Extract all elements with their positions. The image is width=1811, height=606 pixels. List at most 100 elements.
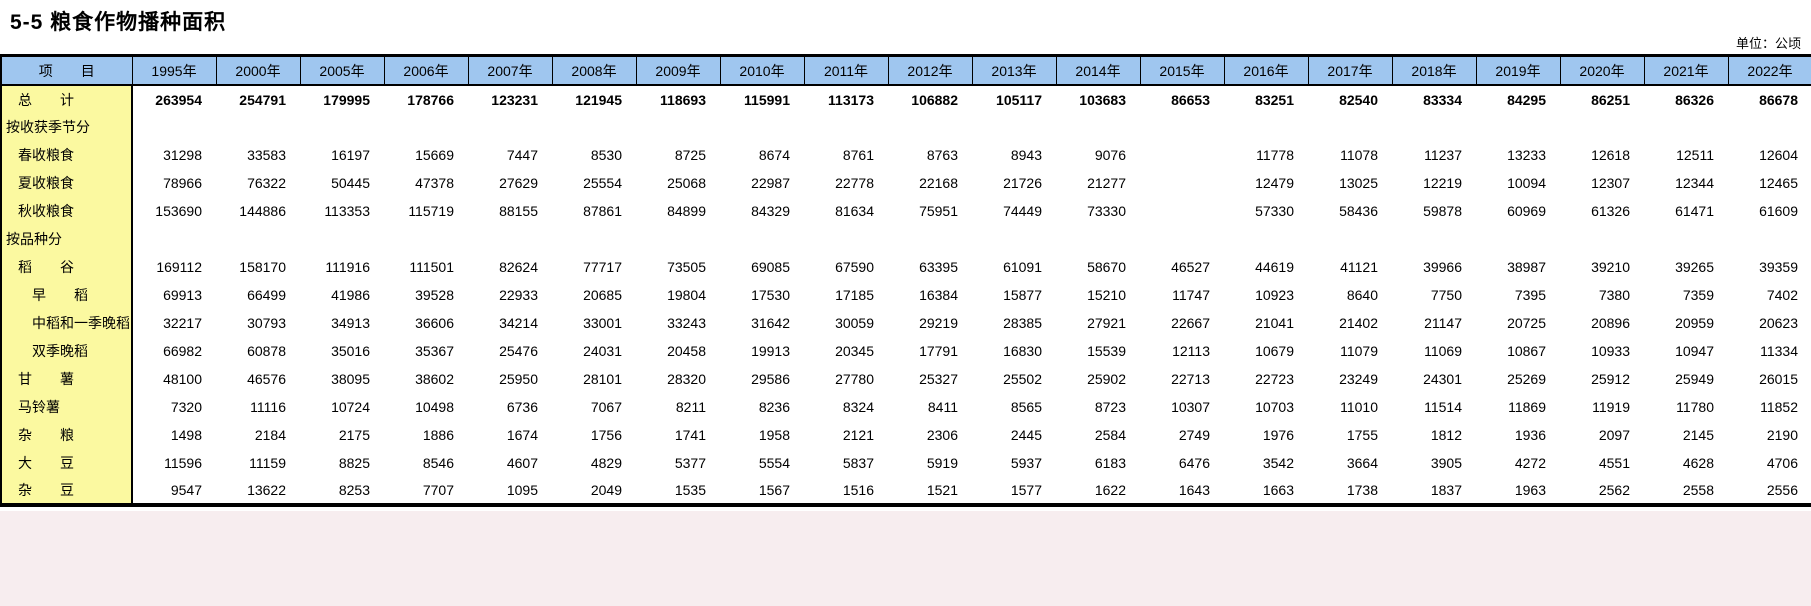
data-cell: 63395 (919, 259, 958, 275)
row-label: 按品种分 (0, 225, 133, 253)
data-cell (384, 225, 468, 253)
data-cell: 8211 (675, 399, 706, 415)
data-cell: 10094 (1507, 175, 1546, 191)
data-cell: 7320 (170, 399, 202, 415)
data-cell: 20685 (583, 287, 622, 303)
data-cell: 10933 (1591, 343, 1630, 359)
data-cell: 115991 (744, 91, 790, 108)
data-cell: 1622 (1094, 482, 1126, 498)
year-header-cell: 2005年 (299, 55, 385, 86)
data-cell: 2184 (254, 427, 286, 443)
data-cell: 1674 (506, 427, 538, 443)
data-cell: 10923 (1255, 287, 1294, 303)
data-cell (1392, 113, 1476, 141)
data-cell (1392, 225, 1476, 253)
data-cell (1140, 113, 1224, 141)
data-cell: 8761 (842, 147, 874, 163)
data-cell: 11747 (1172, 287, 1210, 303)
data-cell: 38602 (415, 371, 454, 387)
data-cell (1560, 113, 1644, 141)
data-cell (216, 225, 300, 253)
data-cell: 158170 (239, 259, 286, 275)
data-cell: 46576 (247, 371, 286, 387)
data-cell: 5837 (842, 455, 874, 471)
data-cell: 82624 (499, 259, 538, 275)
data-cell: 7067 (590, 399, 622, 415)
data-cell (300, 225, 384, 253)
data-cell: 3905 (1430, 455, 1462, 471)
data-cell: 2190 (1766, 427, 1798, 443)
data-cell: 10703 (1255, 399, 1294, 415)
row-label: 稻 谷 (0, 253, 133, 281)
table-row: 早 稻 69913 66499 41986 39528 22933 20685 19804 17… (0, 281, 1811, 309)
data-cell: 8411 (927, 399, 958, 415)
data-cell (216, 113, 300, 141)
data-cell: 15669 (415, 147, 454, 163)
data-cell (1476, 113, 1560, 141)
data-cell: 11919 (1592, 399, 1630, 415)
row-label: 中稻和一季晚稻 (0, 309, 133, 337)
data-cell: 4607 (506, 455, 538, 471)
data-cell: 48100 (163, 371, 202, 387)
row-label: 杂 豆 (0, 477, 133, 505)
row-label: 杂 粮 (0, 421, 133, 449)
data-cell: 73330 (1087, 203, 1126, 219)
data-cell: 23249 (1339, 371, 1378, 387)
data-cell: 75951 (919, 203, 958, 219)
data-cell: 25327 (919, 371, 958, 387)
grain-area-table: 项 目 1995年 2000年 2005年 2006年 2007年 2008年 2009年 20… (0, 54, 1811, 507)
data-cell: 12307 (1591, 175, 1630, 191)
data-cell: 5377 (674, 455, 706, 471)
data-cell: 2049 (590, 482, 622, 498)
data-cell: 17185 (835, 287, 874, 303)
data-cell (888, 225, 972, 253)
row-label: 夏收粮食 (0, 169, 133, 197)
data-cell: 123231 (491, 91, 538, 108)
data-cell: 8530 (590, 147, 622, 163)
data-cell: 61091 (1003, 259, 1042, 275)
data-cell: 13025 (1339, 175, 1378, 191)
data-cell: 26015 (1759, 371, 1798, 387)
data-cell: 29219 (919, 315, 958, 331)
data-cell: 66982 (163, 343, 202, 359)
data-cell: 1095 (506, 482, 538, 498)
data-cell: 34913 (331, 315, 370, 331)
data-cell: 27629 (499, 175, 538, 191)
data-cell: 2445 (1010, 427, 1042, 443)
data-cell: 16830 (1003, 343, 1042, 359)
data-cell: 25502 (1003, 371, 1042, 387)
year-header-cell: 2019年 (1475, 55, 1561, 86)
data-cell: 21402 (1339, 315, 1378, 331)
data-cell: 61609 (1759, 203, 1798, 219)
table-row: 中稻和一季晚稻 32217 30793 34913 36606 34214 33001 332… (0, 309, 1811, 337)
year-header-cell: 2013年 (971, 55, 1057, 86)
year-header-cell: 2012年 (887, 55, 973, 86)
data-cell: 4706 (1766, 455, 1798, 471)
data-cell: 10679 (1255, 343, 1294, 359)
data-cell: 20623 (1759, 315, 1798, 331)
data-cell (636, 225, 720, 253)
year-header-cell: 2016年 (1223, 55, 1309, 86)
data-cell: 39265 (1675, 259, 1714, 275)
row-label: 秋收粮食 (0, 197, 133, 225)
data-cell: 1936 (1514, 427, 1546, 443)
data-cell: 2145 (1682, 427, 1714, 443)
data-cell: 66499 (247, 287, 286, 303)
data-cell: 77717 (583, 259, 622, 275)
data-cell: 32217 (163, 315, 202, 331)
data-cell: 2121 (842, 427, 874, 443)
data-cell: 12618 (1591, 147, 1630, 163)
data-cell (804, 113, 888, 141)
data-cell: 1516 (842, 482, 874, 498)
data-cell: 83251 (1255, 91, 1294, 108)
data-cell: 87861 (583, 203, 622, 219)
year-header-cell: 2022年 (1727, 55, 1811, 86)
data-cell: 21041 (1255, 315, 1294, 331)
year-header-cell: 2008年 (551, 55, 637, 86)
data-cell (552, 113, 636, 141)
data-cell: 39528 (415, 287, 454, 303)
data-cell (1644, 113, 1728, 141)
data-cell: 38095 (331, 371, 370, 387)
data-cell: 10498 (415, 399, 454, 415)
